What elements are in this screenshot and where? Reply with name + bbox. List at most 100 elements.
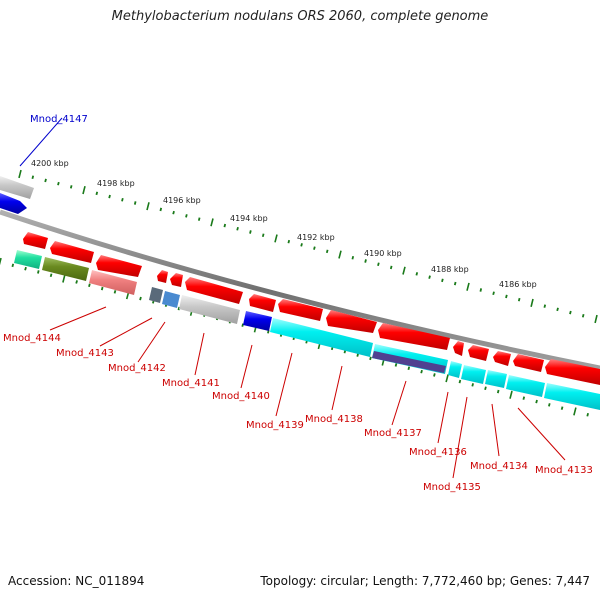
minor-tick [415,272,419,276]
minor-tick [325,249,329,254]
major-tick [146,202,150,211]
minor-tick [249,230,252,234]
gene-block [179,295,240,324]
gene-label-mnod-4138[interactable]: Mnod_4138 [305,414,363,425]
gene-label-mnod-4139[interactable]: Mnod_4139 [246,420,304,431]
gene-label-mnod-4134[interactable]: Mnod_4134 [470,461,528,472]
reverse-strand-genes [14,250,600,410]
gene-arrow [96,255,142,277]
gene-block [270,318,373,357]
minor-tick [394,363,398,367]
gene-label-mnod-4142[interactable]: Mnod_4142 [108,363,166,374]
gene-label-mnod-4141[interactable]: Mnod_4141 [162,378,220,389]
gene-labels: Mnod_4147 Mnod_4144 Mnod_4143 Mnod_4142 … [3,114,593,493]
feature-grey-outer [0,176,34,199]
minor-tick [31,175,35,180]
major-tick [402,266,406,275]
minor-tick [484,386,487,391]
minor-tick [133,201,137,205]
minor-tick [356,353,359,357]
minor-tick [428,275,431,279]
minor-tick [197,217,201,221]
minor-tick [492,291,495,296]
scale-label: 4188 kbp [431,265,469,274]
gene-block [149,287,163,303]
minor-tick [44,178,47,183]
major-tick [530,298,534,307]
minor-tick [49,273,53,278]
accession-label: Accession: NC_011894 [8,574,145,588]
gene-label-mnod-4133[interactable]: Mnod_4133 [535,465,593,476]
minor-tick [159,207,163,212]
gene-label-mnod-4137[interactable]: Mnod_4137 [364,428,422,439]
minor-tick [95,191,99,196]
gene-label-mnod-4144[interactable]: Mnod_4144 [3,333,61,344]
gene-arrow [326,310,377,333]
minor-tick [75,280,78,284]
minor-tick [57,181,60,186]
minor-tick [287,239,291,244]
gene-block [544,383,600,410]
minor-tick [261,233,265,238]
gene-block [461,365,486,384]
minor-tick [517,297,521,302]
minor-tick [560,406,564,410]
gene-label-mnod-4147[interactable]: Mnod_4147 [30,114,88,125]
gene-label-mnod-4140[interactable]: Mnod_4140 [212,391,270,402]
minor-tick [505,294,508,299]
minor-tick [433,373,436,377]
scale-label: 4196 kbp [163,196,201,205]
minor-tick [535,399,538,404]
minor-tick [24,266,27,271]
minor-tick [586,412,589,417]
scale-labels: 4200 kbp 4198 kbp 4196 kbp 4194 kbp 4192… [31,159,537,289]
genome-stats-label: Topology: circular; Length: 7,772,460 bp… [260,574,590,588]
scale-label: 4192 kbp [297,233,335,242]
gene-arrow [157,270,168,283]
major-tick [210,218,214,227]
minor-tick [177,306,181,311]
minor-tick [139,296,142,301]
minor-tick [100,286,104,291]
minor-tick [389,265,393,270]
gene-arrow [249,294,276,312]
gene-arrow [513,354,544,372]
gene-block [162,291,180,308]
gene-arrow [23,232,48,249]
minor-tick [172,210,175,215]
minor-tick [37,270,40,274]
minor-tick [113,290,117,294]
scale-label: 4198 kbp [97,179,135,188]
minor-tick [420,369,423,374]
gene-label-mnod-4143[interactable]: Mnod_4143 [56,348,114,359]
scale-ticks [18,169,598,324]
minor-tick [351,255,355,260]
minor-tick [88,283,91,288]
map-title: Methylobacterium nodulans ORS 2060, comp… [111,9,489,24]
major-tick [18,169,22,179]
feature-blue-outer [0,193,27,214]
gene-arrow [453,341,464,356]
major-tick [445,374,449,383]
minor-tick [11,263,15,268]
major-tick [82,186,86,195]
scale-label: 4200 kbp [31,159,69,168]
major-tick [62,274,66,283]
gene-label-mnod-4135[interactable]: Mnod_4135 [423,482,481,493]
gene-arrow [378,323,450,350]
minor-tick [369,356,372,361]
major-tick [594,314,598,324]
scale-label: 4186 kbp [499,280,537,289]
gene-arrow [50,241,94,263]
gene-block [485,370,507,388]
gene-block [42,257,89,281]
scale-label: 4194 kbp [230,214,268,223]
genome-backbone [0,209,600,371]
minor-tick [69,185,73,189]
gene-block [448,361,462,378]
gene-label-mnod-4136[interactable]: Mnod_4136 [409,447,467,458]
minor-tick [441,278,444,283]
minor-tick [313,246,316,250]
minor-tick [223,223,227,228]
